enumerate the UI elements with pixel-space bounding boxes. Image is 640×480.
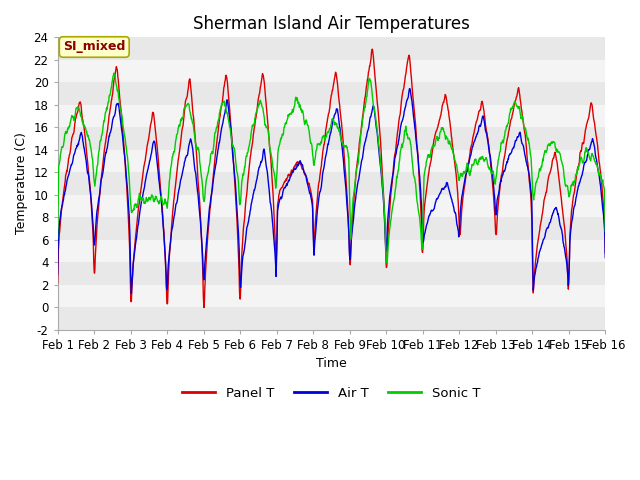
Bar xyxy=(58,195,605,217)
Sonic T xyxy=(287,111,294,117)
Air T xyxy=(298,162,305,168)
Bar xyxy=(58,150,605,172)
Air T xyxy=(308,197,316,203)
Title: Sherman Island Air Temperatures: Sherman Island Air Temperatures xyxy=(193,15,470,33)
Bar xyxy=(58,262,605,285)
Panel T xyxy=(287,172,294,178)
Air T xyxy=(118,131,126,136)
Sonic T xyxy=(365,76,373,82)
Air T xyxy=(406,85,413,91)
Text: SI_mixed: SI_mixed xyxy=(63,40,125,53)
Sonic T xyxy=(96,138,104,144)
X-axis label: Time: Time xyxy=(316,357,347,370)
Sonic T xyxy=(602,228,609,234)
Bar xyxy=(58,307,605,330)
Panel T xyxy=(368,46,376,52)
Bar xyxy=(58,127,605,150)
Bar xyxy=(58,285,605,307)
Sonic T xyxy=(383,260,391,266)
Line: Air T: Air T xyxy=(58,88,605,293)
Air T xyxy=(602,255,609,261)
Panel T xyxy=(96,190,104,196)
Air T xyxy=(54,271,61,277)
Sonic T xyxy=(308,141,316,146)
Y-axis label: Temperature (C): Temperature (C) xyxy=(15,132,28,234)
Panel T xyxy=(200,305,208,311)
Air T xyxy=(96,189,104,194)
Bar xyxy=(58,240,605,262)
Bar xyxy=(58,37,605,60)
Bar xyxy=(58,217,605,240)
Bar xyxy=(58,60,605,82)
Sonic T xyxy=(110,70,118,76)
Legend: Panel T, Air T, Sonic T: Panel T, Air T, Sonic T xyxy=(177,382,486,405)
Sonic T xyxy=(119,119,127,124)
Air T xyxy=(365,117,373,123)
Air T xyxy=(127,290,135,296)
Bar xyxy=(58,82,605,105)
Bar xyxy=(58,172,605,195)
Sonic T xyxy=(54,235,61,240)
Panel T xyxy=(602,250,609,256)
Panel T xyxy=(54,280,61,286)
Line: Panel T: Panel T xyxy=(58,49,605,308)
Sonic T xyxy=(298,107,305,112)
Panel T xyxy=(365,63,373,69)
Line: Sonic T: Sonic T xyxy=(58,73,605,263)
Bar xyxy=(58,105,605,127)
Panel T xyxy=(118,122,126,128)
Panel T xyxy=(308,192,316,198)
Air T xyxy=(287,173,294,179)
Panel T xyxy=(298,164,305,169)
